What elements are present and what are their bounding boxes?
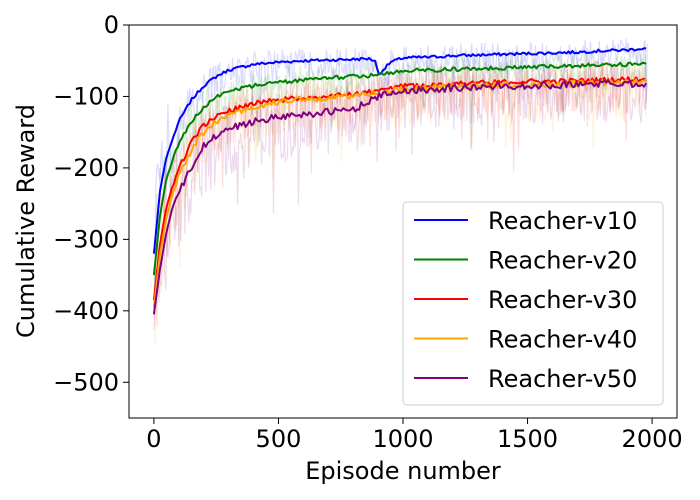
x-axis-ticks: 0 500 1000 1500 2000 (146, 418, 683, 453)
series-line-2 (152, 76, 647, 301)
y-tick-label: −200 (53, 154, 119, 182)
legend-items: Reacher-v10 Reacher-v20 Reacher-v30 Reacher… (414, 207, 637, 393)
x-tick-label: 1000 (372, 425, 433, 453)
legend-label: Reacher-v10 (488, 207, 637, 235)
x-tick-label: 500 (256, 425, 302, 453)
y-tick-label: −500 (53, 368, 119, 396)
legend-label: Reacher-v20 (488, 247, 637, 275)
series-line-1 (152, 61, 647, 276)
legend: Reacher-v10 Reacher-v20 Reacher-v30 Reacher… (402, 201, 664, 406)
x-axis-label: Episode number (305, 457, 501, 485)
y-tick-label: −300 (53, 225, 119, 253)
series-lines (152, 47, 647, 315)
y-tick-label: −100 (53, 82, 119, 110)
legend-label: Reacher-v50 (488, 365, 637, 393)
y-axis-label: Cumulative Reward (12, 104, 40, 338)
series-line-4 (152, 79, 647, 315)
legend-box (402, 201, 664, 406)
x-tick-label: 2000 (622, 425, 683, 453)
noise-band-3 (153, 60, 648, 345)
y-tick-label: 0 (104, 11, 119, 39)
legend-label: Reacher-v30 (488, 286, 637, 314)
y-axis-ticks: 0 −100 −200 −300 −400 −500 (53, 11, 129, 396)
legend-label: Reacher-v40 (488, 326, 637, 354)
y-tick-label: −400 (53, 297, 119, 325)
x-tick-label: 0 (146, 425, 161, 453)
x-tick-label: 1500 (497, 425, 558, 453)
series-line-0 (152, 47, 647, 254)
